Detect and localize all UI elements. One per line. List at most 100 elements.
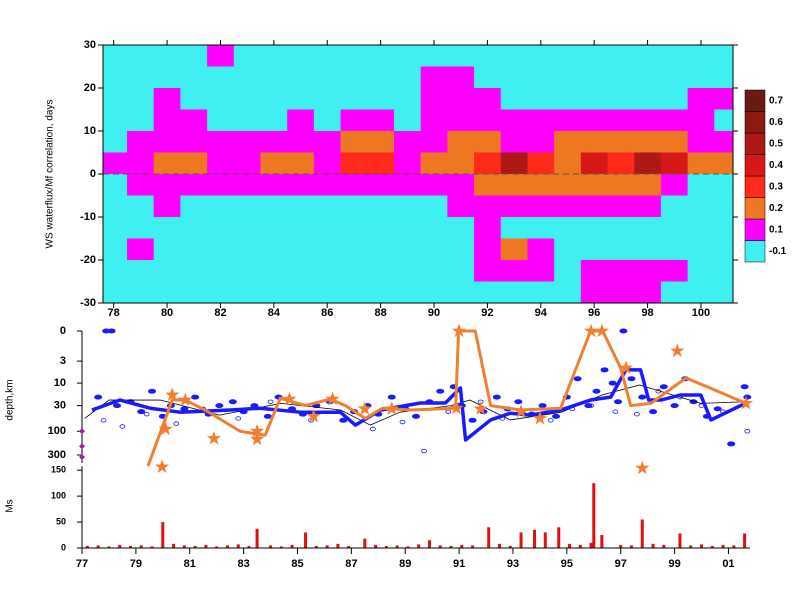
heat-cell (287, 217, 315, 240)
heat-cell (180, 281, 208, 303)
bar (721, 544, 725, 548)
dot (215, 403, 224, 409)
heat-cell (313, 66, 342, 89)
heat-cell (420, 131, 448, 154)
heat-cell (527, 152, 555, 175)
heat-cell (554, 217, 582, 240)
heat-cell (340, 66, 368, 89)
heat-cell (287, 152, 315, 175)
heat-cell (714, 45, 733, 68)
bar (255, 528, 259, 548)
heat-cell (207, 174, 235, 197)
heat-cell (580, 109, 609, 132)
bar (336, 543, 340, 548)
heat-cell (474, 45, 502, 68)
heat-cell (103, 45, 128, 68)
bar (543, 532, 547, 548)
ring (143, 411, 150, 417)
heat-cell (367, 174, 395, 197)
heat-cell (260, 152, 288, 175)
heat-cell (287, 88, 315, 111)
bar (269, 545, 273, 548)
heat-cell (554, 281, 582, 303)
y-axis-label: Ms (5, 499, 16, 512)
heat-cell (607, 45, 635, 68)
x-tick-label: 93 (507, 558, 519, 570)
heat-cell (287, 195, 315, 218)
colorbar-band (744, 218, 766, 241)
y-tick-label: 20 (84, 82, 96, 94)
dot (94, 394, 103, 400)
heat-cell (207, 217, 235, 240)
heat-cell (607, 109, 635, 132)
dot (638, 394, 647, 400)
heat-cell (287, 260, 315, 283)
heat-cell (340, 260, 368, 283)
heat-cell (287, 66, 315, 89)
heat-cell (474, 238, 502, 261)
bar (107, 546, 111, 548)
heat-cell (607, 238, 635, 261)
heat-cell (393, 152, 422, 175)
heat-cell (634, 281, 662, 303)
bar (118, 544, 122, 548)
star (473, 401, 488, 415)
heat-cell (207, 195, 235, 218)
dot (740, 384, 749, 390)
heat-cell (340, 238, 368, 261)
heat-cell (260, 109, 288, 132)
heat-cell (687, 45, 715, 68)
heat-cell (634, 131, 662, 154)
heat-cell (153, 238, 182, 261)
heat-cell (367, 152, 395, 175)
x-tick-label: 83 (237, 558, 249, 570)
bar (689, 545, 693, 548)
heat-cell (233, 88, 262, 111)
dot (387, 394, 396, 400)
heat-cell (260, 174, 288, 197)
heat-cell (180, 217, 208, 240)
heat-cell (554, 109, 582, 132)
bar (578, 544, 582, 548)
heat-cell (367, 281, 395, 303)
heat-cell (153, 66, 182, 89)
x-tick-label: 01 (722, 558, 734, 570)
heat-cell (260, 131, 288, 154)
heat-cell (634, 109, 662, 132)
bar (568, 543, 572, 548)
bar (347, 545, 351, 548)
colorbar-band (744, 197, 766, 220)
dot (659, 384, 668, 390)
heat-cell (687, 66, 715, 89)
heat-cell (607, 131, 635, 154)
heat-cell (660, 195, 689, 218)
heat-cell (103, 152, 128, 175)
heat-cell (447, 45, 475, 68)
heat-cell (500, 152, 529, 175)
heat-cell (153, 260, 182, 283)
heat-cell (153, 152, 182, 175)
heat-cell (527, 217, 555, 240)
colorbar-band (744, 154, 766, 177)
heat-cell (153, 281, 182, 303)
bar (592, 483, 596, 548)
star (583, 323, 599, 338)
star (619, 360, 634, 375)
heat-cell (714, 238, 733, 261)
heat-cell (313, 131, 342, 154)
heat-cell (420, 217, 448, 240)
dot (713, 406, 722, 412)
y-tick-label: 100 (48, 425, 66, 437)
y-tick-label: 30 (84, 39, 96, 51)
dot (592, 388, 601, 394)
heat-cell (127, 174, 155, 197)
colorbar-band (744, 240, 766, 263)
dot (436, 388, 445, 394)
ring (612, 409, 619, 414)
heat-cell (420, 260, 448, 283)
heat-cell (580, 260, 609, 283)
heat-cell (500, 109, 529, 132)
bar (172, 543, 176, 548)
dot (538, 403, 547, 409)
heat-cell (447, 195, 475, 218)
